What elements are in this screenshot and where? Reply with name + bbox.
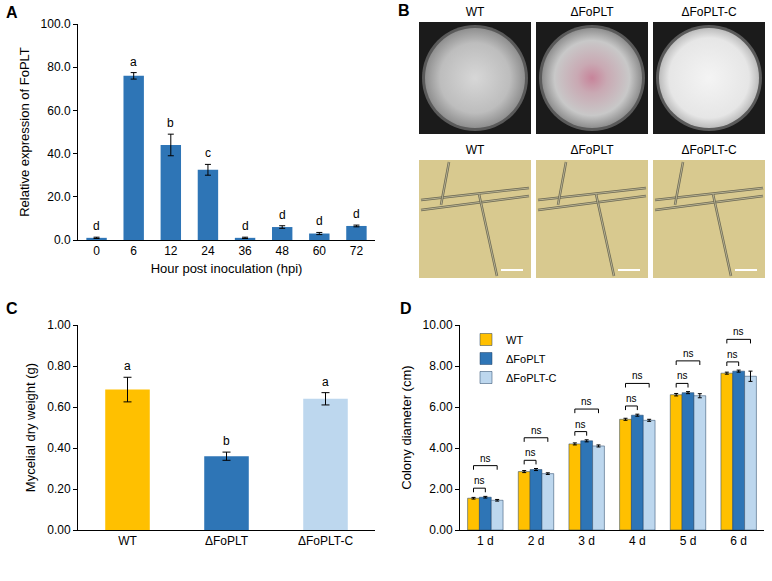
svg-text:2 d: 2 d	[528, 534, 545, 548]
svg-text:72: 72	[350, 244, 364, 258]
svg-text:48: 48	[276, 244, 290, 258]
svg-text:d: d	[93, 219, 100, 233]
svg-text:3 d: 3 d	[578, 534, 595, 548]
svg-text:80.0: 80.0	[47, 60, 71, 74]
svg-text:100.0: 100.0	[41, 17, 71, 31]
svg-text:d: d	[316, 214, 323, 228]
svg-text:ns: ns	[733, 326, 744, 337]
svg-text:ns: ns	[531, 425, 542, 436]
svg-text:12: 12	[164, 244, 178, 258]
svg-text:8.00: 8.00	[429, 359, 453, 373]
svg-text:ΔFoPLT-C: ΔFoPLT-C	[298, 534, 353, 548]
svg-text:b: b	[223, 434, 230, 448]
svg-text:c: c	[205, 146, 211, 160]
svg-text:60.0: 60.0	[47, 104, 71, 118]
svg-text:0.40: 0.40	[47, 441, 71, 455]
svg-text:ns: ns	[677, 370, 688, 381]
svg-text:d: d	[279, 208, 286, 222]
svg-text:60: 60	[313, 244, 327, 258]
svg-text:6 d: 6 d	[730, 534, 747, 548]
svg-text:5 d: 5 d	[680, 534, 697, 548]
svg-text:a: a	[124, 359, 131, 373]
svg-text:ns: ns	[632, 370, 643, 381]
svg-text:Relative expression of FoPLT: Relative expression of FoPLT	[17, 47, 32, 217]
svg-text:D: D	[400, 300, 412, 317]
svg-text:ns: ns	[480, 453, 491, 464]
svg-text:ΔFoPLT: ΔFoPLT	[570, 5, 614, 19]
svg-text:a: a	[322, 375, 329, 389]
svg-text:Mycelial dry weight (g): Mycelial dry weight (g)	[23, 363, 38, 492]
svg-text:b: b	[167, 116, 174, 130]
svg-text:24: 24	[201, 244, 215, 258]
svg-text:1 d: 1 d	[477, 534, 494, 548]
svg-text:0.00: 0.00	[429, 523, 453, 537]
svg-text:1.00: 1.00	[47, 318, 71, 332]
svg-text:10.00: 10.00	[423, 318, 453, 332]
svg-text:WT: WT	[466, 143, 485, 157]
svg-text:WT: WT	[506, 334, 523, 346]
svg-text:0.60: 0.60	[47, 400, 71, 414]
svg-text:ΔFoPLT: ΔFoPLT	[205, 534, 249, 548]
svg-text:0.00: 0.00	[47, 523, 71, 537]
svg-text:2.00: 2.00	[429, 482, 453, 496]
svg-text:ΔFoPLT: ΔFoPLT	[506, 353, 546, 365]
svg-text:4 d: 4 d	[629, 534, 646, 548]
svg-text:0: 0	[93, 244, 100, 258]
svg-text:a: a	[130, 55, 137, 69]
svg-text:0.80: 0.80	[47, 359, 71, 373]
svg-text:ΔFoPLT-C: ΔFoPLT-C	[681, 143, 736, 157]
svg-text:ns: ns	[525, 447, 536, 458]
svg-text:ns: ns	[474, 475, 485, 486]
svg-text:0.20: 0.20	[47, 482, 71, 496]
svg-text:ΔFoPLT-C: ΔFoPLT-C	[506, 372, 557, 384]
svg-text:6.00: 6.00	[429, 400, 453, 414]
svg-text:d: d	[242, 219, 249, 233]
svg-text:B: B	[398, 2, 410, 19]
svg-text:ns: ns	[575, 419, 586, 430]
svg-text:6: 6	[130, 244, 137, 258]
svg-text:Colony diameter (cm): Colony diameter (cm)	[399, 365, 414, 489]
svg-text:ΔFoPLT: ΔFoPLT	[570, 143, 614, 157]
svg-text:A: A	[6, 4, 18, 21]
svg-text:WT: WT	[466, 5, 485, 19]
svg-text:ns: ns	[683, 348, 694, 359]
svg-text:C: C	[6, 300, 18, 317]
svg-text:20.0: 20.0	[47, 190, 71, 204]
svg-text:ns: ns	[581, 396, 592, 407]
svg-text:ns: ns	[727, 349, 738, 360]
svg-text:40.0: 40.0	[47, 147, 71, 161]
svg-text:4.00: 4.00	[429, 441, 453, 455]
svg-text:Hour post inoculation (hpi): Hour post inoculation (hpi)	[151, 261, 303, 276]
svg-text:36: 36	[238, 244, 252, 258]
svg-text:WT: WT	[118, 534, 137, 548]
svg-text:ns: ns	[626, 393, 637, 404]
svg-text:d: d	[353, 207, 360, 221]
svg-text:0.0: 0.0	[54, 233, 71, 247]
svg-text:ΔFoPLT-C: ΔFoPLT-C	[681, 5, 736, 19]
